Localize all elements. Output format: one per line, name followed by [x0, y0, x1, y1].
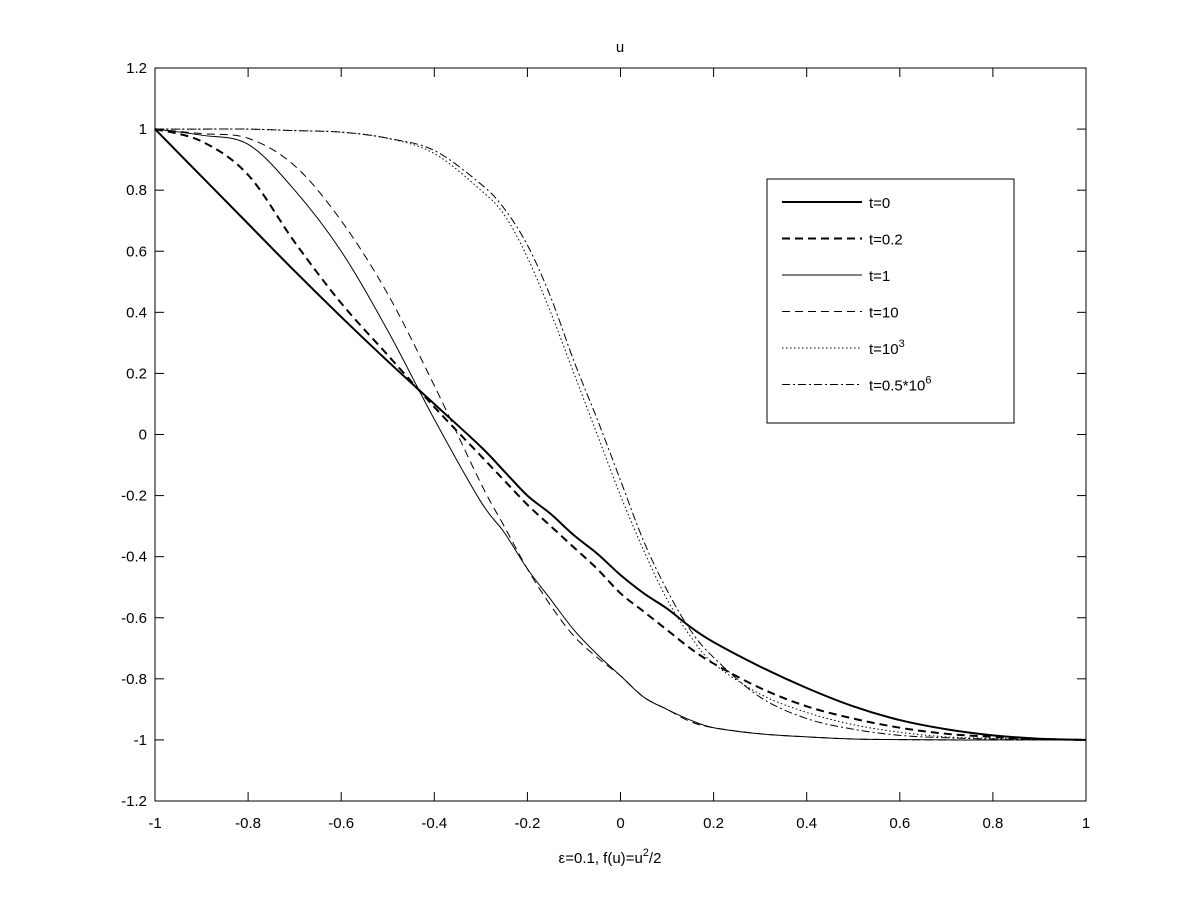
x-tick-label: 1 [1082, 815, 1090, 832]
y-tick-label: 0.6 [126, 243, 147, 260]
x-tick-label: 0 [616, 815, 624, 832]
legend-label-sup: 3 [899, 338, 905, 350]
x-axis-label-sup: 2 [643, 847, 649, 859]
series-line [154, 128, 1086, 741]
x-tick-label: 0.2 [703, 815, 724, 832]
y-tick-label: -0.4 [121, 549, 147, 566]
y-tick-label: 0.2 [126, 365, 147, 382]
x-axis-label-tail: /2 [649, 850, 662, 867]
legend-label-base: t=0.5*10 [869, 378, 925, 395]
x-tick-label: 0.4 [796, 815, 817, 832]
x-tick-label: -1 [148, 815, 161, 832]
legend-label-base: t=10 [869, 305, 899, 322]
y-tick-label: -0.2 [121, 488, 147, 505]
chart-title: u [616, 39, 624, 56]
x-tick-label: -0.8 [235, 815, 261, 832]
legend-label-base: t=0.2 [869, 232, 903, 249]
x-axis-label: ε=0.1, f(u)=u2/2 [559, 847, 662, 867]
y-tick-label: 1 [139, 121, 147, 138]
legend-label: t=103 [869, 338, 905, 358]
axes-frame [154, 67, 1087, 802]
y-tick-label: -0.8 [121, 671, 147, 688]
legend-label: t=10 [869, 305, 899, 322]
legend-label: t=0.2 [869, 232, 903, 249]
x-tick-label: -0.6 [328, 815, 354, 832]
x-axis-label-main: ε=0.1, f(u)=u [559, 850, 643, 867]
y-tick-label: -0.6 [121, 610, 147, 627]
legend-label-base: t=10 [869, 341, 899, 358]
x-tick-label: 0.8 [982, 815, 1003, 832]
legend-label: t=0 [869, 195, 890, 212]
series-layer [154, 128, 1087, 741]
legend-label: t=1 [869, 268, 890, 285]
tick-layer: -1 -0.8 -0.6 -0.4 -0.2 0 0.2 0.4 0.6 0.8 1-1.2-1-0… [121, 60, 1090, 832]
y-tick-label: 0 [139, 427, 147, 444]
series-line [154, 128, 1087, 741]
legend-label-base: t=1 [869, 268, 890, 285]
y-tick-label: 0.4 [126, 304, 147, 321]
x-tick-label: 0.6 [889, 815, 910, 832]
legend-box [766, 178, 1015, 424]
series-line [155, 128, 1087, 741]
x-tick-label: -0.2 [514, 815, 540, 832]
legend-label-sup: 6 [925, 375, 931, 387]
legend-label-base: t=0 [869, 195, 890, 212]
y-tick-label: 1.2 [126, 60, 147, 77]
legend-label: t=0.5*106 [869, 375, 931, 395]
y-tick-label: -1.2 [121, 793, 147, 810]
x-tick-label: -0.4 [421, 815, 447, 832]
series-line [154, 128, 1087, 741]
y-tick-label: -1 [134, 732, 147, 749]
y-tick-label: 0.8 [126, 182, 147, 199]
